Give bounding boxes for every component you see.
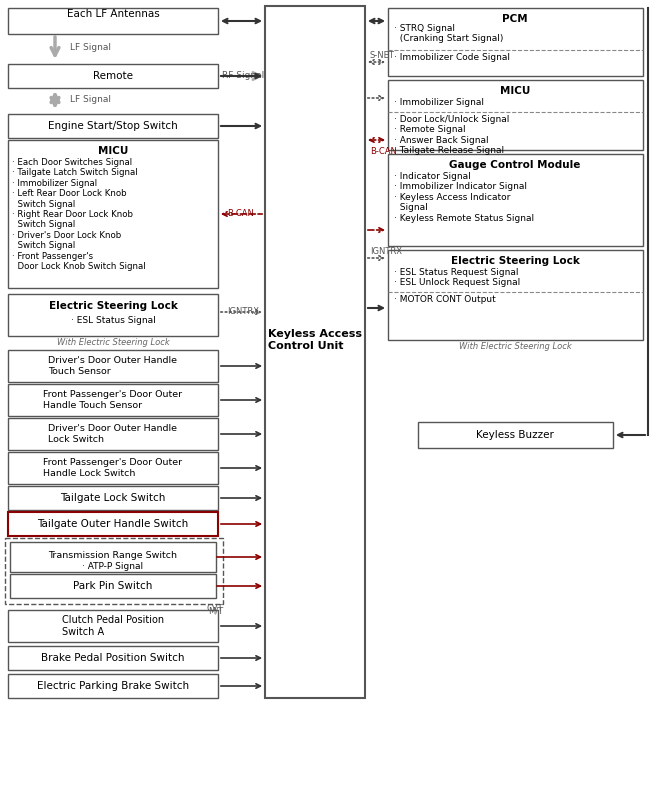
Bar	[5, 538, 223, 604]
Text: · Each Door Switches Signal
· Tailgate Latch Switch Signal
· Immobilizer Signal
: · Each Door Switches Signal · Tailgate L…	[12, 158, 145, 271]
Text: Keyless Access
Control Unit: Keyless Access Control Unit	[268, 330, 362, 351]
Text: Front Passenger's Door Outer
Handle Lock Switch: Front Passenger's Door Outer Handle Lock…	[43, 458, 182, 478]
Bar	[8, 64, 218, 88]
Bar	[418, 422, 613, 448]
Bar	[10, 542, 216, 572]
Text: Front Passenger's Door Outer
Handle Touch Sensor: Front Passenger's Door Outer Handle Touc…	[43, 391, 182, 410]
Bar	[8, 486, 218, 510]
Text: Electric Steering Lock: Electric Steering Lock	[451, 256, 580, 266]
Bar	[8, 418, 218, 450]
Text: Engine Start/Stop Switch: Engine Start/Stop Switch	[48, 121, 178, 131]
Text: LF Signal: LF Signal	[70, 95, 111, 105]
Text: · MOTOR CONT Output: · MOTOR CONT Output	[394, 295, 495, 304]
Text: MICU: MICU	[98, 146, 128, 156]
Text: Gauge Control Module: Gauge Control Module	[449, 160, 581, 170]
Bar	[388, 154, 643, 246]
Bar	[8, 294, 218, 336]
Text: M/T: M/T	[208, 607, 223, 616]
Text: · Immobilizer Signal: · Immobilizer Signal	[394, 98, 484, 107]
Bar	[8, 114, 218, 138]
Bar	[10, 574, 216, 598]
Text: RF Signal: RF Signal	[222, 71, 265, 80]
Bar	[8, 646, 218, 670]
Text: Brake Pedal Position Switch: Brake Pedal Position Switch	[41, 653, 185, 663]
Text: Tailgate Lock Switch: Tailgate Lock Switch	[61, 493, 166, 503]
Text: · Door Lock/Unlock Signal
· Remote Signal
· Answer Back Signal
· Tailgate Releas: · Door Lock/Unlock Signal · Remote Signa…	[394, 115, 509, 155]
Bar	[8, 674, 218, 698]
Text: Driver's Door Outer Handle
Lock Switch: Driver's Door Outer Handle Lock Switch	[49, 424, 178, 444]
Text: B-CAN: B-CAN	[370, 148, 397, 156]
Text: IGNTRX: IGNTRX	[370, 248, 402, 256]
Bar	[8, 452, 218, 484]
Text: Electric Steering Lock: Electric Steering Lock	[49, 301, 178, 311]
Text: Driver's Door Outer Handle
Touch Sensor: Driver's Door Outer Handle Touch Sensor	[49, 357, 178, 376]
Text: LF Signal: LF Signal	[70, 44, 111, 52]
Bar	[8, 140, 218, 288]
Text: Transmission Range Switch: Transmission Range Switch	[49, 551, 178, 560]
Bar	[8, 610, 218, 642]
Text: IGNTRX: IGNTRX	[227, 307, 259, 317]
Text: With Electric Steering Lock: With Electric Steering Lock	[57, 338, 169, 347]
Text: Each LF Antennas: Each LF Antennas	[66, 9, 159, 19]
Text: Clutch Pedal Position
Switch A: Clutch Pedal Position Switch A	[62, 615, 164, 637]
Text: · Immobilizer Code Signal: · Immobilizer Code Signal	[394, 53, 510, 62]
Bar	[388, 8, 643, 76]
Text: · Indicator Signal
· Immobilizer Indicator Signal
· Keyless Access Indicator
  S: · Indicator Signal · Immobilizer Indicat…	[394, 172, 534, 222]
Text: Park Pin Switch: Park Pin Switch	[73, 581, 153, 591]
Bar	[388, 250, 643, 340]
Bar	[265, 6, 365, 698]
Text: With Electric Steering Lock: With Electric Steering Lock	[459, 342, 571, 351]
Text: Tailgate Outer Handle Switch: Tailgate Outer Handle Switch	[38, 519, 189, 529]
Text: · ESL Status Signal: · ESL Status Signal	[70, 316, 155, 325]
Text: Keyless Buzzer: Keyless Buzzer	[476, 430, 554, 440]
Text: Electric Parking Brake Switch: Electric Parking Brake Switch	[37, 681, 189, 691]
Bar	[8, 8, 218, 34]
Text: S-NET: S-NET	[370, 52, 395, 60]
Bar	[8, 384, 218, 416]
Bar	[8, 350, 218, 382]
Text: · ATP-P Signal: · ATP-P Signal	[82, 562, 143, 571]
Bar	[388, 80, 643, 150]
Text: MICU: MICU	[500, 86, 530, 96]
Text: · STRQ Signal
  (Cranking Start Signal): · STRQ Signal (Cranking Start Signal)	[394, 24, 503, 44]
Bar	[8, 512, 218, 536]
Text: · ESL Status Request Signal
· ESL Unlock Request Signal: · ESL Status Request Signal · ESL Unlock…	[394, 268, 520, 287]
Text: Remote: Remote	[93, 71, 133, 81]
Text: B-CAN: B-CAN	[227, 210, 254, 218]
Text: PCM: PCM	[502, 14, 528, 24]
Text: CVT: CVT	[207, 604, 223, 613]
